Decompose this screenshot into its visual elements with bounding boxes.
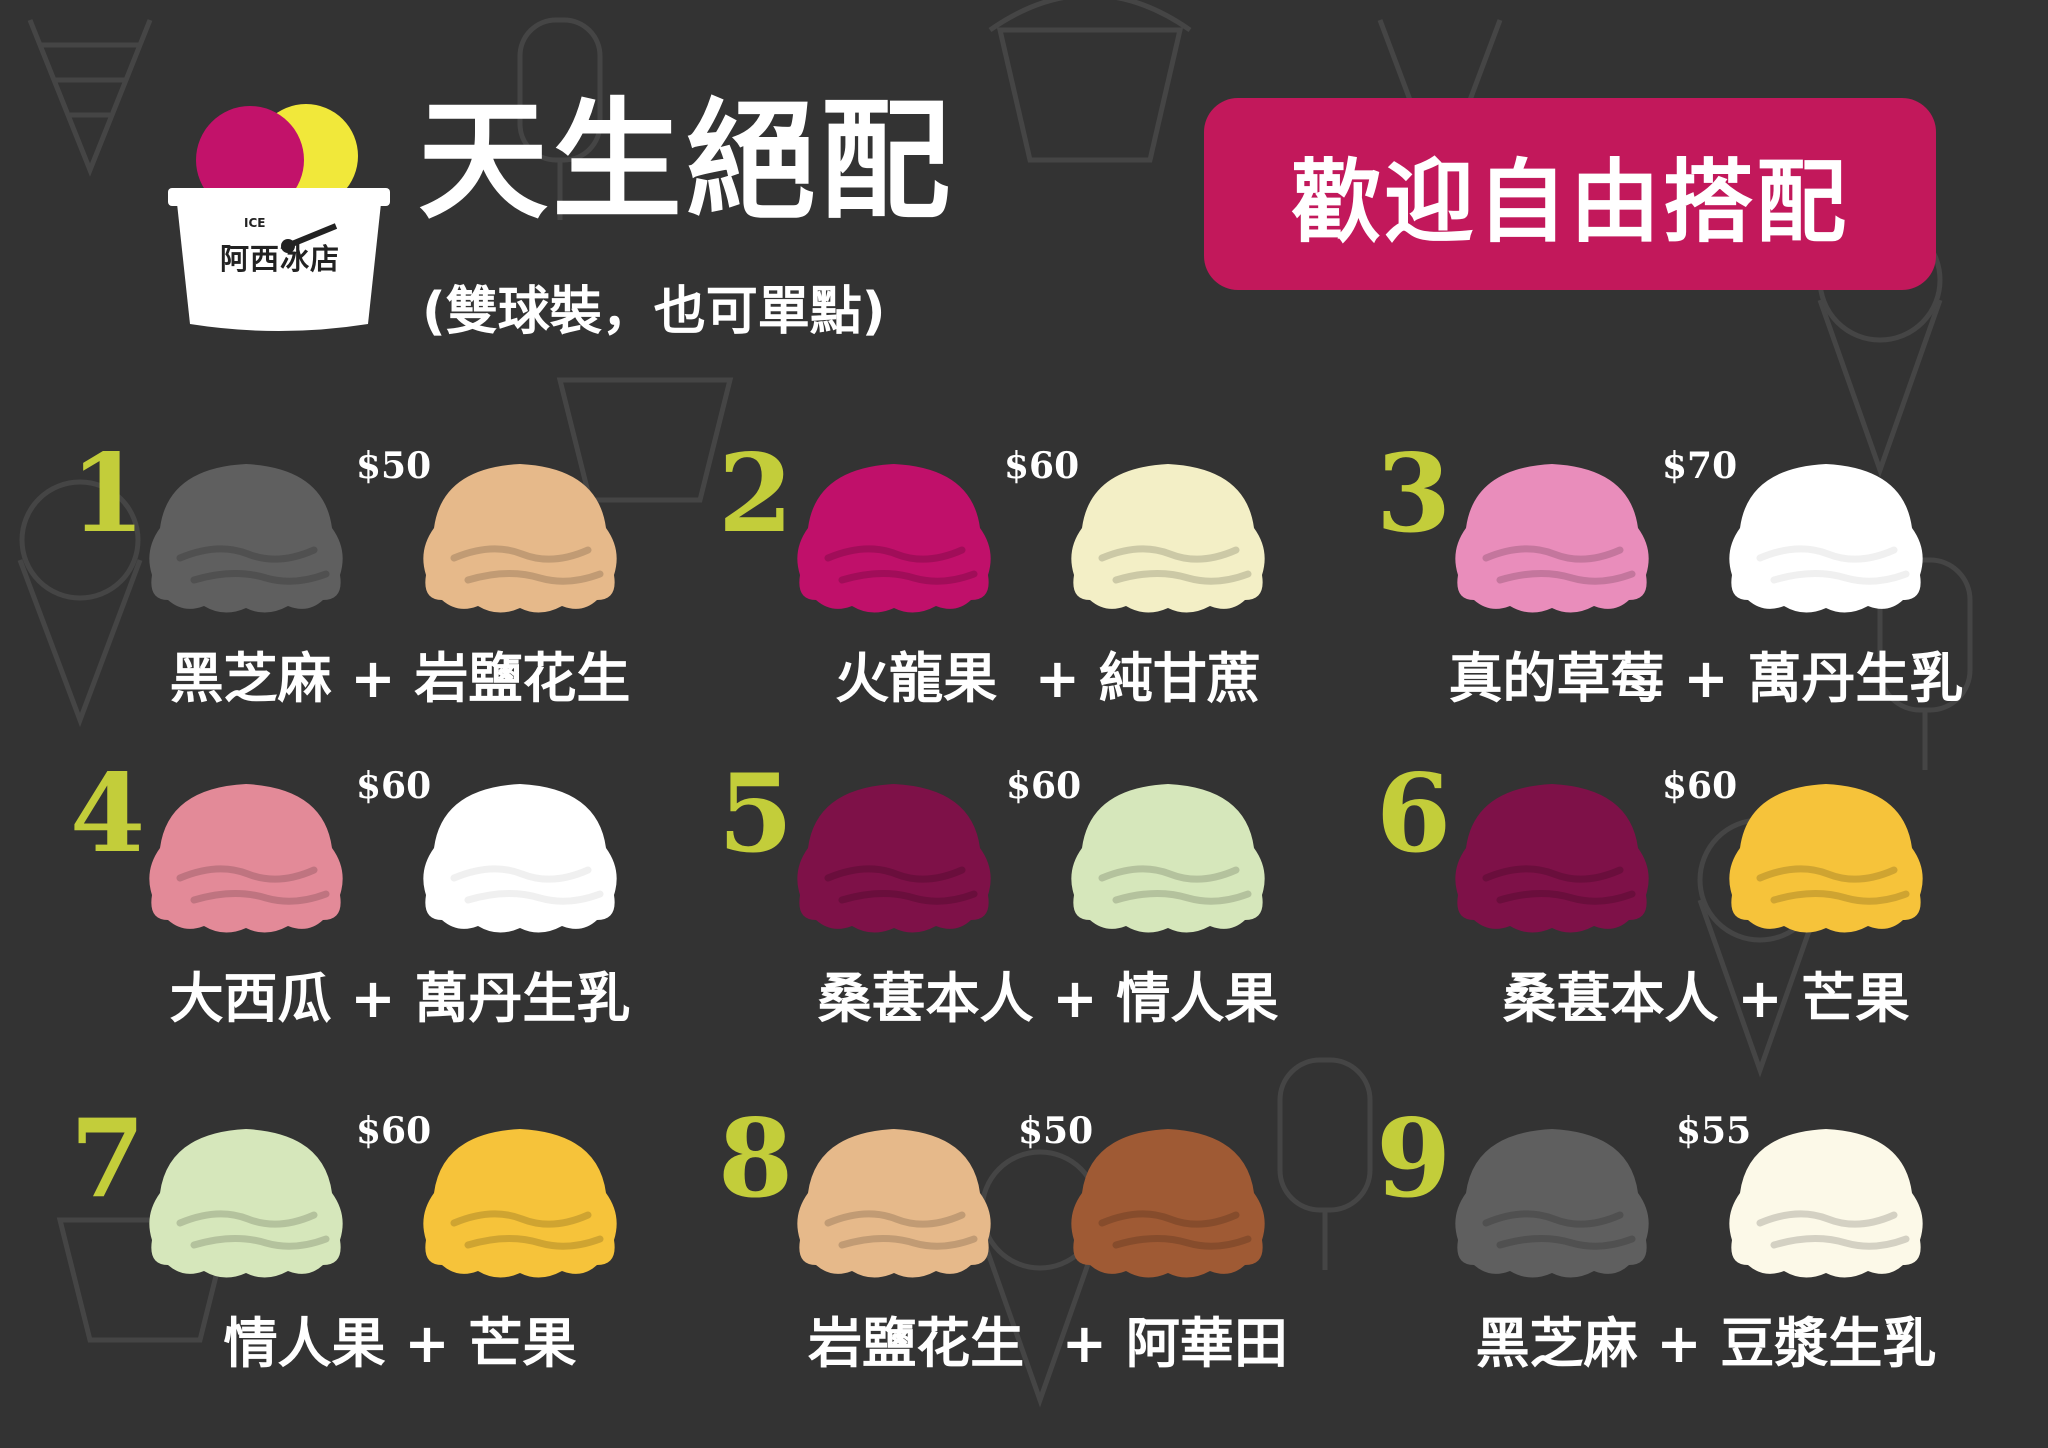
combo-number: 9: [1376, 1096, 1452, 1222]
logo-cup-rim: [168, 188, 390, 206]
scoop-icon: [1729, 464, 1923, 613]
scoop-icon: [797, 1129, 991, 1278]
cone-doodle-icon: [27, 19, 153, 177]
combo-flavor-names: 火龍果 + 純甘蔗: [835, 647, 1261, 710]
scoop-icon: [797, 464, 991, 613]
cone-doodle-icon: [17, 479, 143, 728]
popsicle-doodle-icon: [1877, 557, 1973, 770]
combo-number: 7: [70, 1096, 146, 1222]
combo-price: $60: [356, 1110, 432, 1152]
scoop-icon: [1455, 464, 1649, 613]
combo-price: $50: [356, 445, 432, 487]
combo-item: 5 $60 桑葚本人 + 情人果: [718, 760, 1378, 1060]
cup-doodle-icon: [988, 0, 1192, 163]
combo-item: 3 $70 真的草莓 + 萬丹生乳: [1376, 440, 2036, 740]
combo-flavor-names: 真的草莓 + 萬丹生乳: [1448, 647, 1964, 710]
logo-ice-text: ICE: [244, 216, 266, 230]
ice-cream-cup-logo: [168, 104, 390, 331]
combo-item: 1 $50 黑芝麻 + 岩鹽花生: [70, 440, 730, 740]
combo-price: $70: [1662, 445, 1738, 487]
combo-item: 6 $60 桑葚本人 + 芒果: [1376, 760, 2036, 1060]
page-subtitle: (雙球裝，也可單點): [422, 282, 886, 342]
combo-number: 1: [70, 431, 146, 557]
scoop-icon: [1455, 1129, 1649, 1278]
combo-flavor-names: 岩鹽花生 + 阿華田: [808, 1312, 1288, 1375]
combo-flavor-names: 大西瓜 + 萬丹生乳: [169, 967, 631, 1030]
combo-number: 3: [1376, 431, 1452, 557]
combo-number: 4: [70, 751, 146, 877]
logo-scoop-magenta: [196, 106, 304, 214]
combo-price: $55: [1676, 1110, 1752, 1152]
scoop-icon: [149, 1129, 343, 1278]
logo-brand-text: 阿西冰店: [219, 242, 340, 276]
scoop-icon: [1729, 1129, 1923, 1278]
combo-price: $60: [1662, 765, 1738, 807]
combo-number: 6: [1376, 751, 1452, 877]
combo-flavor-names: 黑芝麻 + 岩鹽花生: [169, 647, 631, 710]
combo-flavor-names: 桑葚本人 + 芒果: [1502, 967, 1910, 1030]
scoop-icon: [423, 784, 617, 933]
combo-item: 4 $60 大西瓜 + 萬丹生乳: [70, 760, 730, 1060]
combo-number: 5: [718, 751, 794, 877]
scoop-icon: [423, 1129, 617, 1278]
scoop-icon: [149, 464, 343, 613]
scoop-icon: [1729, 784, 1923, 933]
scoop-icon: [423, 464, 617, 613]
combo-number: 8: [718, 1096, 794, 1222]
scoop-icon: [1071, 464, 1265, 613]
combo-flavor-names: 黑芝麻 + 豆漿生乳: [1475, 1312, 1937, 1375]
combo-flavor-names: 情人果 + 芒果: [223, 1312, 577, 1375]
scoop-icon: [1071, 1129, 1265, 1278]
combo-price: $60: [1006, 765, 1082, 807]
page-title: 天生絕配: [418, 85, 955, 237]
scoop-icon: [797, 784, 991, 933]
scoop-icon: [1071, 784, 1265, 933]
scoop-spoon-icon: [290, 223, 338, 247]
scoop-icon: [1455, 784, 1649, 933]
combo-item: 7 $60 情人果 + 芒果: [70, 1105, 730, 1405]
combo-price: $60: [356, 765, 432, 807]
combo-item: 8 $50 岩鹽花生 + 阿華田: [718, 1105, 1378, 1405]
combo-price: $50: [1018, 1110, 1094, 1152]
popsicle-doodle-icon: [517, 17, 603, 220]
combo-price: $60: [1004, 445, 1080, 487]
cup-doodle-icon: [556, 377, 734, 503]
combo-number: 2: [718, 431, 794, 557]
popsicle-doodle-icon: [1277, 1057, 1373, 1270]
combo-item: 2 $60 火龍果 + 純甘蔗: [718, 440, 1378, 740]
scoop-icon: [149, 784, 343, 933]
combo-flavor-names: 桑葚本人 + 情人果: [817, 967, 1279, 1030]
welcome-badge: 歡迎自由搭配: [1204, 98, 1936, 290]
combo-item: 9 $55 黑芝麻 + 豆漿生乳: [1376, 1105, 2036, 1405]
